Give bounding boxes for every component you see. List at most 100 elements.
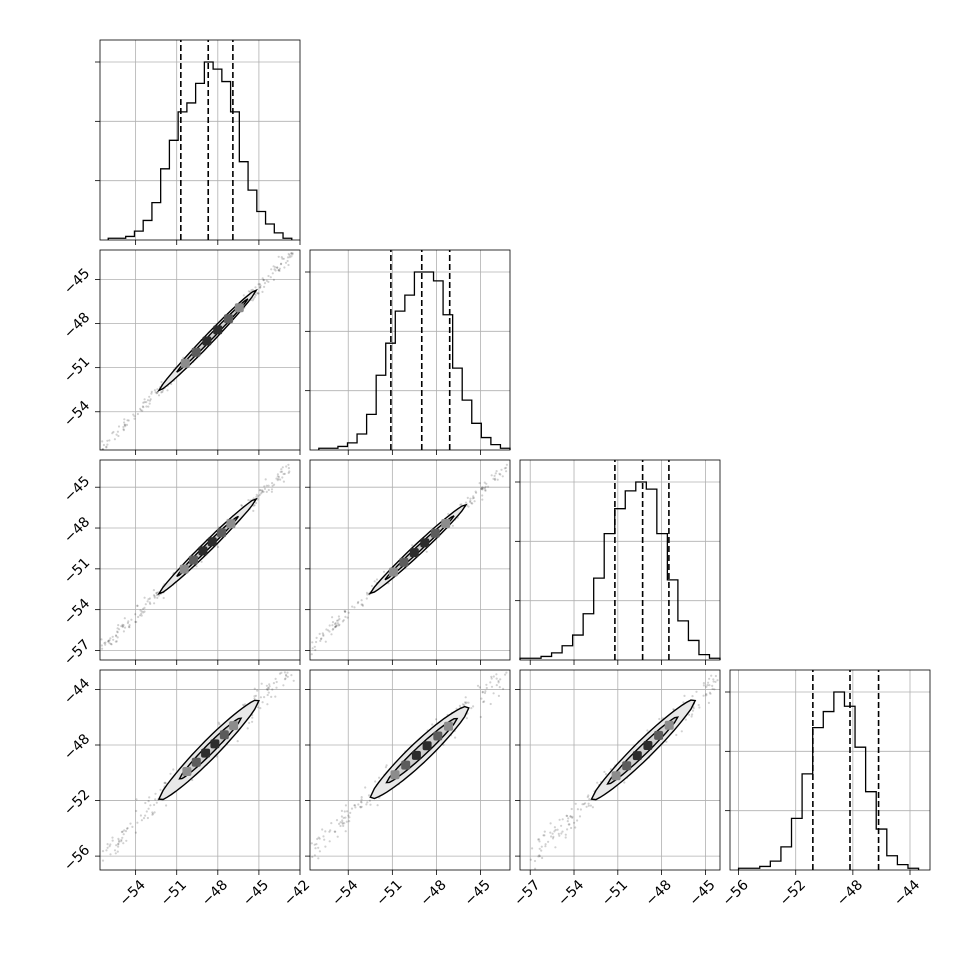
sample-point xyxy=(286,671,289,674)
sample-point xyxy=(139,609,142,612)
density-core-cell xyxy=(420,538,430,548)
sample-point xyxy=(290,255,293,258)
sample-point xyxy=(591,806,595,809)
sample-point xyxy=(348,820,351,823)
sample-point xyxy=(588,798,591,801)
sample-point xyxy=(273,483,276,486)
sample-point xyxy=(126,621,129,625)
sample-point xyxy=(240,504,243,507)
sample-point xyxy=(492,675,495,678)
sample-point xyxy=(324,845,327,848)
sample-point xyxy=(702,684,706,687)
sample-point xyxy=(554,828,557,832)
sample-point xyxy=(113,849,117,852)
sample-point xyxy=(262,490,265,493)
sample-point xyxy=(553,830,556,833)
sample-point xyxy=(109,853,112,856)
sample-point xyxy=(483,487,486,490)
sample-point xyxy=(156,391,159,394)
sample-point xyxy=(501,475,504,478)
sample-point xyxy=(336,622,339,625)
sample-point xyxy=(431,723,434,726)
panel-frame xyxy=(309,669,511,871)
sample-point xyxy=(256,292,259,295)
pair-panel-3-0: −54 −51 −48 −45 −42 −56 −52 −48 −44 xyxy=(61,666,313,909)
sample-point xyxy=(133,417,136,420)
panel-frame xyxy=(99,249,301,451)
sample-point xyxy=(136,821,139,824)
sample-point xyxy=(369,803,372,806)
panel-frame xyxy=(519,669,721,871)
density-core-cell xyxy=(207,537,217,547)
sample-point xyxy=(261,489,264,492)
sample-point xyxy=(469,497,472,500)
sample-point xyxy=(105,445,108,448)
sample-point xyxy=(283,266,286,269)
density-core-cell xyxy=(210,739,220,749)
sample-point xyxy=(447,512,450,516)
sample-point xyxy=(317,836,320,839)
y-tick-label: −51 xyxy=(61,354,93,386)
sample-point xyxy=(147,807,150,810)
sample-point xyxy=(366,593,369,596)
sample-point xyxy=(290,674,293,677)
sample-point xyxy=(585,805,588,808)
density-core-cell xyxy=(441,519,451,528)
sample-point xyxy=(341,819,344,822)
density-core-cell xyxy=(390,770,400,780)
sample-point xyxy=(115,433,118,436)
sample-point xyxy=(464,696,467,699)
sample-point xyxy=(109,843,112,846)
sample-point xyxy=(334,622,337,625)
sample-point xyxy=(281,476,284,479)
sample-point xyxy=(313,854,316,857)
sample-point xyxy=(691,709,695,712)
sample-point xyxy=(341,620,344,623)
sample-point xyxy=(481,486,484,489)
sample-point xyxy=(708,677,711,680)
sample-point xyxy=(481,498,484,501)
sample-point xyxy=(115,844,118,847)
sample-point xyxy=(101,440,104,443)
sample-point xyxy=(276,266,279,269)
sample-point xyxy=(464,501,468,504)
sample-point xyxy=(155,801,158,804)
sample-point xyxy=(135,620,138,624)
sample-point xyxy=(277,269,280,272)
density-core-cell xyxy=(219,730,229,740)
sample-point xyxy=(140,614,143,617)
density-core-cell xyxy=(226,519,236,529)
density-core-cell xyxy=(409,548,419,558)
sample-point xyxy=(495,677,498,680)
x-tick-label: −45 xyxy=(686,877,718,909)
sample-point xyxy=(218,723,221,726)
sample-point xyxy=(327,629,330,632)
sample-point xyxy=(505,671,508,674)
sample-point xyxy=(313,843,316,846)
sample-point xyxy=(268,683,271,686)
sample-point xyxy=(153,803,156,807)
sample-point xyxy=(333,623,337,626)
sample-point xyxy=(254,694,258,697)
sample-point xyxy=(134,613,137,616)
sample-point xyxy=(353,804,357,807)
sample-point xyxy=(101,453,103,455)
sample-point xyxy=(318,632,321,636)
sample-point xyxy=(343,609,346,613)
sample-point xyxy=(499,473,502,476)
sample-point xyxy=(709,692,712,695)
sample-point xyxy=(551,837,555,840)
y-tick-label: −48 xyxy=(61,731,93,763)
density-core-cell xyxy=(444,721,453,731)
sample-point xyxy=(135,798,138,801)
sample-point xyxy=(333,830,336,833)
sample-point xyxy=(554,846,557,849)
sample-point xyxy=(122,429,125,432)
sample-point xyxy=(564,836,567,839)
sample-point xyxy=(288,666,290,668)
sample-point xyxy=(154,798,157,801)
sample-point xyxy=(708,691,712,694)
sample-point xyxy=(551,832,554,835)
sample-point xyxy=(543,834,546,837)
sample-point xyxy=(136,604,139,608)
